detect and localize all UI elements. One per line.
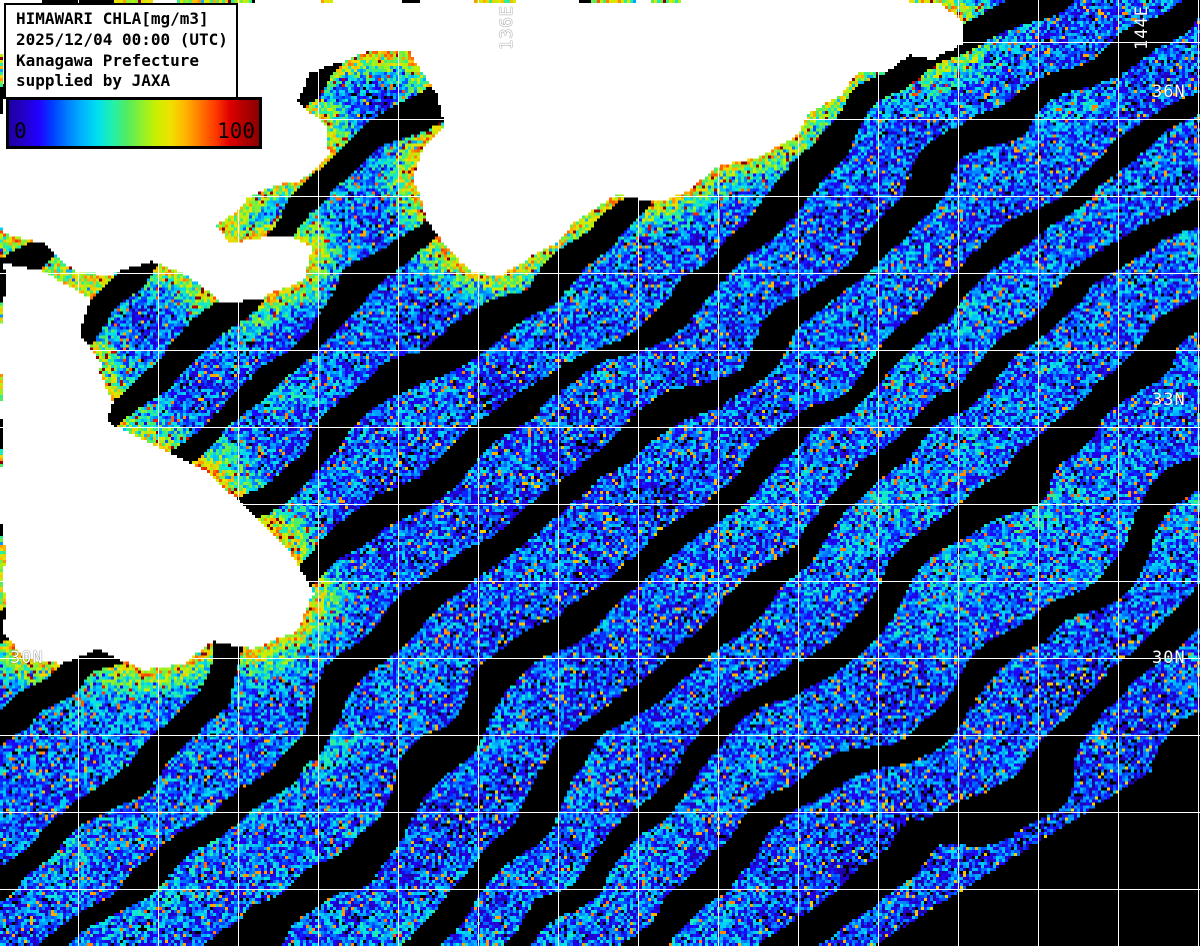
- colorbar-gradient: [9, 100, 259, 146]
- title-line-product: HIMAWARI CHLA[mg/m3]: [16, 9, 209, 28]
- title-line-datetime: 2025/12/04 00:00 (UTC): [16, 29, 228, 49]
- colorbar: 0 100: [6, 97, 262, 149]
- title-line-source: supplied by JAXA: [16, 71, 171, 91]
- title-line-provider: Kanagawa Prefecture: [16, 50, 200, 70]
- title-panel: HIMAWARI CHLA[mg/m3] 2025/12/04 00:00 (U…: [4, 3, 238, 100]
- colorbar-max-label: 100: [217, 119, 255, 143]
- colorbar-min-label: 0: [14, 119, 27, 143]
